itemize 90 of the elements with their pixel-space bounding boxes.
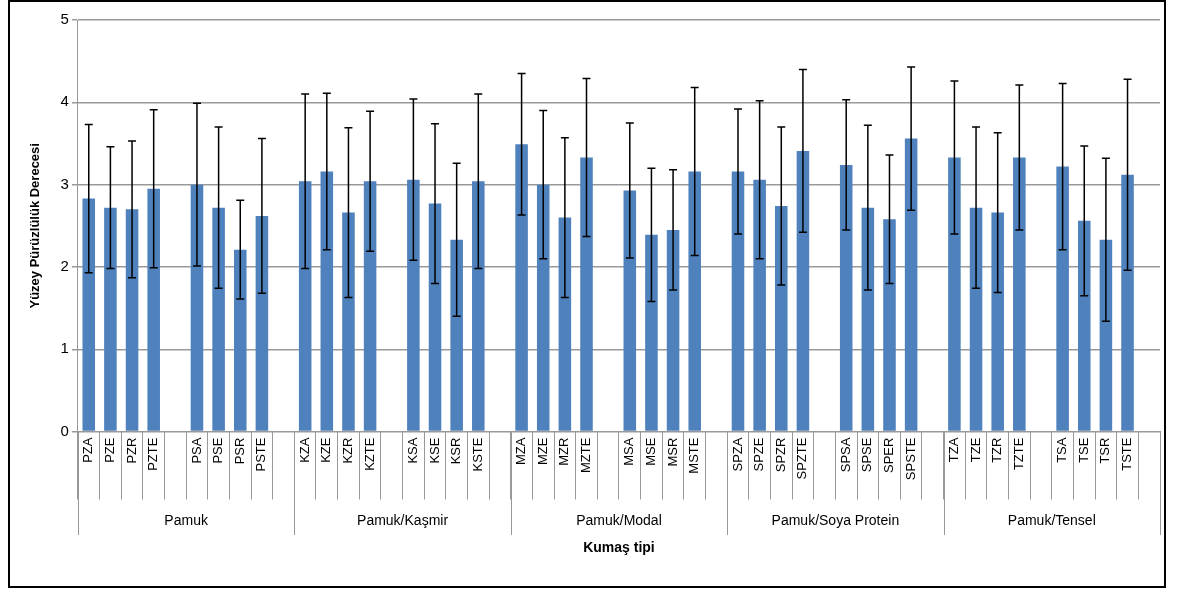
y-tick-label: 2 bbox=[60, 257, 69, 275]
x-tick-label: SPER bbox=[881, 437, 897, 473]
bar bbox=[320, 171, 334, 431]
bar bbox=[363, 181, 377, 431]
x-tick-label: SPSA bbox=[837, 437, 853, 473]
bar bbox=[904, 138, 918, 431]
x-tick-label: PZR bbox=[123, 437, 139, 464]
bar bbox=[948, 157, 961, 431]
x-tick-label: KSE bbox=[426, 437, 442, 464]
bar bbox=[450, 239, 463, 431]
x-tick-label: MZTE bbox=[578, 437, 594, 473]
y-tick-label: 4 bbox=[60, 92, 69, 110]
x-tick-label: TZR bbox=[989, 437, 1005, 463]
bar bbox=[233, 249, 247, 431]
x-tick-label: SPSE bbox=[859, 437, 875, 473]
bar bbox=[775, 206, 788, 431]
text: Pamuk/Modal bbox=[576, 511, 662, 528]
bar bbox=[212, 207, 225, 431]
bar bbox=[428, 203, 442, 431]
bar bbox=[147, 188, 160, 431]
x-tick-label: MZE bbox=[534, 437, 550, 466]
bar bbox=[839, 164, 853, 431]
bar bbox=[515, 144, 528, 431]
bar bbox=[82, 198, 96, 431]
x-tick-label: PZE bbox=[101, 437, 117, 463]
x-axis-title: Kumaş tipi bbox=[583, 539, 655, 556]
x-tick-label: TZE bbox=[967, 437, 983, 463]
x-tick-label: TSR bbox=[1097, 437, 1113, 464]
bar bbox=[342, 212, 355, 431]
bar bbox=[991, 212, 1004, 431]
bar bbox=[104, 207, 117, 431]
bar bbox=[688, 171, 701, 431]
bar bbox=[472, 181, 485, 431]
y-axis-title: Yüzey Pürüzlülük Derecesi bbox=[27, 143, 43, 309]
x-tick-label: MZA bbox=[513, 437, 529, 466]
bar bbox=[125, 209, 139, 431]
y-tick-label: 0 bbox=[60, 421, 69, 439]
x-tick-label: KSTE bbox=[469, 437, 485, 472]
bar bbox=[623, 190, 637, 431]
x-tick-label: SPZE bbox=[751, 437, 767, 472]
text: Pamuk/Tensel bbox=[1007, 511, 1096, 528]
x-tick-label: MSTE bbox=[686, 437, 702, 474]
x-tick-label: PSTE bbox=[253, 437, 269, 472]
x-tick-label: SPSTE bbox=[902, 437, 918, 481]
bar bbox=[731, 171, 745, 431]
x-tick-label: KZTE bbox=[361, 437, 377, 471]
bar bbox=[255, 215, 269, 431]
x-tick-label: KZA bbox=[296, 437, 312, 463]
x-tick-label: TZTE bbox=[1010, 437, 1026, 471]
text: Pamuk/Kaşmir bbox=[357, 511, 449, 528]
x-tick-label: TSTE bbox=[1119, 437, 1135, 471]
x-tick-label: KSA bbox=[404, 437, 420, 464]
x-tick-label: SPZR bbox=[772, 437, 788, 473]
x-tick-label: KSR bbox=[448, 437, 464, 465]
x-tick-label: SPZA bbox=[729, 437, 745, 472]
bar bbox=[190, 184, 204, 431]
bar bbox=[796, 150, 810, 431]
bar bbox=[666, 229, 680, 431]
bar bbox=[1056, 166, 1069, 431]
x-tick-label: TSE bbox=[1075, 437, 1091, 463]
x-tick-label: PZA bbox=[80, 437, 96, 463]
bar bbox=[1121, 174, 1134, 431]
bar bbox=[407, 179, 420, 431]
x-tick-label: PSA bbox=[188, 437, 204, 464]
bar bbox=[580, 157, 593, 431]
bar bbox=[883, 219, 896, 431]
bar bbox=[645, 234, 658, 431]
x-tick-label: KZE bbox=[318, 437, 334, 463]
y-tick-label: 1 bbox=[60, 339, 69, 357]
x-tick-label: MSR bbox=[664, 437, 680, 467]
x-tick-label: MSA bbox=[621, 437, 637, 466]
y-tick-label: 5 bbox=[60, 10, 69, 28]
x-tick-label: MSE bbox=[643, 437, 659, 466]
text: Pamuk bbox=[164, 511, 209, 528]
bar bbox=[969, 207, 983, 431]
bar bbox=[753, 179, 766, 431]
bar bbox=[536, 184, 550, 431]
y-tick-label: 3 bbox=[60, 174, 69, 192]
bar bbox=[1013, 157, 1026, 431]
x-tick-label: PZTE bbox=[145, 437, 161, 471]
x-tick-label: KZR bbox=[340, 437, 356, 464]
x-tick-label: TZA bbox=[945, 437, 961, 463]
x-tick-label: SPZTE bbox=[794, 437, 810, 480]
bar bbox=[1077, 220, 1091, 431]
x-tick-label: MZR bbox=[556, 437, 572, 466]
text: Pamuk/Soya Protein bbox=[771, 511, 900, 528]
x-tick-label: PSR bbox=[231, 437, 247, 465]
bar bbox=[298, 181, 312, 431]
x-tick-label: PSE bbox=[210, 437, 226, 464]
x-tick-label: TSA bbox=[1054, 437, 1070, 463]
